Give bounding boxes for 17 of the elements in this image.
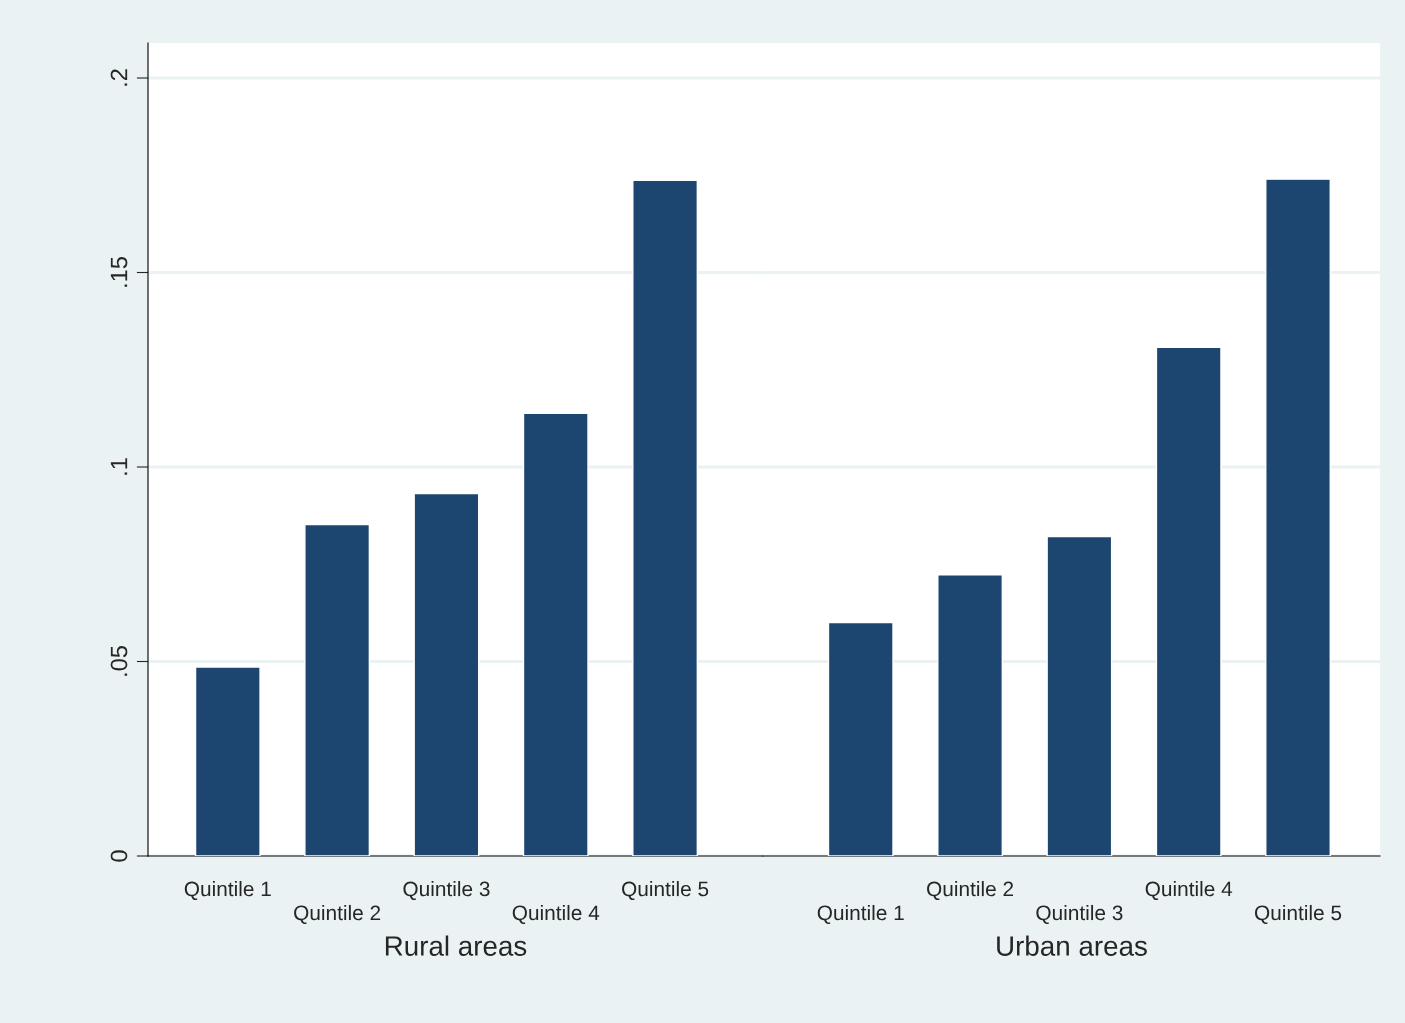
x-tick-label: Quintile 2 [927, 881, 1014, 901]
x-tick-label: Quintile 4 [512, 904, 600, 924]
y-tick-label: .1 [110, 458, 128, 475]
x-tick-label: Quintile 1 [184, 881, 271, 901]
y-tick-label: .05 [110, 646, 128, 676]
x-axis-title: Urban areas [997, 935, 1147, 956]
y-tick-label: .15 [110, 257, 128, 287]
x-tick-label: Quintile 2 [294, 904, 381, 924]
x-tick-label: Quintile 3 [403, 881, 490, 901]
x-tick-label: Quintile 1 [817, 904, 904, 924]
x-tick-label: Quintile 5 [622, 881, 709, 901]
y-tick-label: .2 [110, 69, 128, 86]
y-tick-label: 0 [110, 850, 128, 862]
x-axis-title: Rural areas [385, 935, 527, 956]
x-tick-label: Quintile 4 [1145, 881, 1233, 901]
x-tick-label: Quintile 3 [1036, 904, 1123, 924]
x-tick-label: Quintile 5 [1254, 904, 1342, 924]
